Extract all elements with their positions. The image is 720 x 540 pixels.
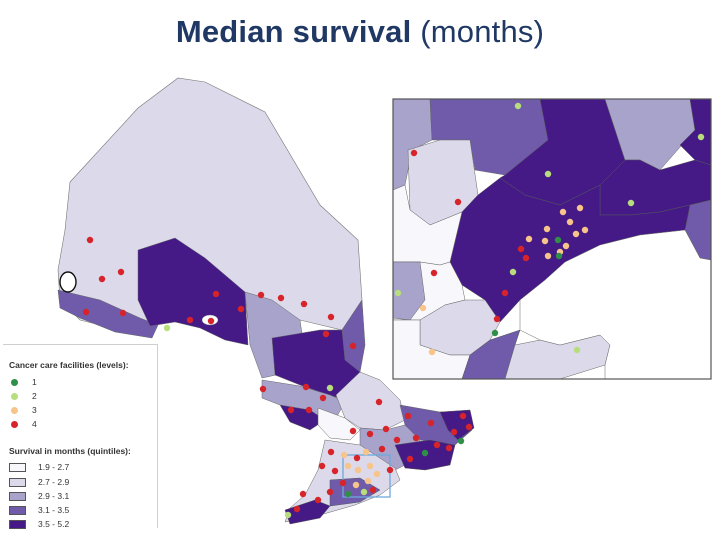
legend-quintile-label: 2.7 - 2.9 [38, 477, 70, 487]
page-title: Median survival (months) [0, 14, 720, 50]
legend-dot-icon [11, 378, 18, 386]
lake-of-the-woods [59, 271, 77, 293]
map-legend: Cancer care facilities (levels): 1 2 3 4… [3, 344, 158, 530]
legend-quintile-2: 2.7 - 2.9 [9, 476, 69, 488]
facility-markers-main [82, 236, 473, 519]
legend-quintile-label: 1.9 - 2.7 [38, 462, 70, 472]
legend-facility-3: 3 [9, 404, 37, 416]
legend-quintile-4: 3.1 - 3.5 [9, 504, 69, 516]
legend-quintile-1: 1.9 - 2.7 [9, 461, 69, 473]
legend-facility-label: 3 [32, 405, 37, 415]
legend-facilities-title: Cancer care facilities (levels): [9, 360, 129, 370]
legend-dot-icon [11, 406, 18, 414]
title-main: Median survival [175, 14, 412, 49]
legend-facility-label: 4 [32, 419, 37, 429]
legend-facility-1: 1 [9, 376, 37, 388]
legend-facility-label: 1 [32, 377, 37, 387]
legend-survival-title: Survival in months (quintiles): [9, 446, 131, 456]
legend-facility-label: 2 [32, 391, 37, 401]
legend-dot-icon [11, 420, 18, 428]
legend-swatch [9, 491, 26, 501]
facility-markers-inset [394, 102, 705, 356]
legend-facility-4: 4 [9, 418, 37, 430]
legend-facility-2: 2 [9, 390, 37, 402]
legend-quintile-label: 2.9 - 3.1 [38, 491, 70, 501]
map-region-west [57, 289, 159, 339]
inset-map [392, 98, 712, 380]
legend-quintile-3: 2.9 - 3.1 [9, 490, 69, 502]
legend-swatch [9, 477, 26, 487]
legend-quintile-label: 3.5 - 5.2 [38, 519, 70, 529]
legend-swatch [9, 462, 26, 472]
legend-dot-icon [11, 392, 18, 400]
title-units: (months) [420, 14, 545, 49]
legend-swatch [9, 519, 26, 529]
legend-quintile-label: 3.1 - 3.5 [38, 505, 70, 515]
legend-quintile-5: 3.5 - 5.2 [9, 518, 69, 530]
map-region-windsor [284, 499, 331, 525]
map-region-northwest-dark [137, 237, 249, 346]
map-region-northeast [341, 299, 366, 373]
legend-swatch [9, 505, 26, 515]
map-region-georgian [317, 407, 361, 441]
